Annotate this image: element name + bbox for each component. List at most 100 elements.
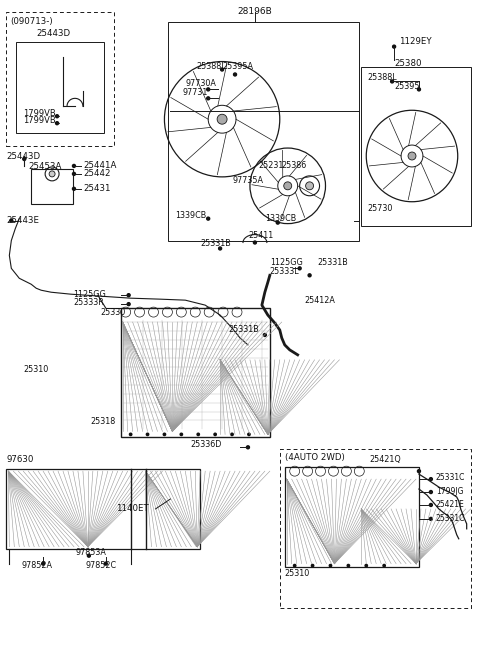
Text: 25330: 25330 bbox=[101, 308, 126, 317]
Circle shape bbox=[127, 302, 130, 306]
Circle shape bbox=[146, 433, 149, 436]
Circle shape bbox=[104, 562, 107, 565]
Circle shape bbox=[383, 564, 385, 567]
Text: 25453A: 25453A bbox=[28, 163, 61, 171]
Circle shape bbox=[234, 73, 237, 76]
Text: 97731: 97731 bbox=[182, 88, 208, 97]
Text: 28196B: 28196B bbox=[238, 7, 272, 16]
Circle shape bbox=[23, 157, 26, 161]
Text: 25443E: 25443E bbox=[6, 216, 39, 225]
Text: 25395A: 25395A bbox=[222, 62, 253, 71]
Circle shape bbox=[264, 333, 266, 337]
Text: 25431: 25431 bbox=[83, 184, 110, 194]
Circle shape bbox=[218, 247, 222, 250]
Circle shape bbox=[207, 88, 210, 91]
Text: 25333L: 25333L bbox=[270, 267, 300, 276]
Bar bbox=[6, 469, 200, 548]
Circle shape bbox=[312, 564, 314, 567]
Bar bbox=[31, 169, 73, 204]
Text: 1339CB: 1339CB bbox=[175, 211, 206, 220]
Bar bbox=[361, 66, 471, 226]
Circle shape bbox=[214, 433, 216, 436]
Text: 25441A: 25441A bbox=[83, 161, 116, 171]
Circle shape bbox=[180, 433, 182, 436]
Text: 25380: 25380 bbox=[394, 59, 421, 68]
Text: 25443D: 25443D bbox=[6, 152, 40, 161]
Text: 25331B: 25331B bbox=[228, 325, 259, 335]
Text: 25421Q: 25421Q bbox=[369, 455, 401, 464]
Circle shape bbox=[207, 217, 210, 220]
Text: 25388L: 25388L bbox=[196, 62, 226, 71]
Text: 25421E: 25421E bbox=[436, 501, 465, 510]
Circle shape bbox=[42, 562, 45, 565]
Circle shape bbox=[430, 478, 432, 481]
Text: 25310: 25310 bbox=[285, 569, 310, 578]
Text: 25331C: 25331C bbox=[436, 514, 465, 523]
Text: 25310: 25310 bbox=[23, 365, 48, 375]
Circle shape bbox=[365, 564, 368, 567]
Circle shape bbox=[284, 182, 292, 190]
Circle shape bbox=[56, 122, 59, 125]
Circle shape bbox=[391, 80, 394, 83]
Circle shape bbox=[418, 88, 420, 91]
Circle shape bbox=[347, 564, 349, 567]
Circle shape bbox=[408, 152, 416, 160]
Text: 25443D: 25443D bbox=[36, 30, 70, 38]
Text: 97853A: 97853A bbox=[76, 548, 107, 557]
Text: 25333R: 25333R bbox=[73, 298, 104, 306]
Circle shape bbox=[87, 554, 90, 557]
Bar bbox=[6, 12, 114, 146]
Circle shape bbox=[308, 274, 311, 277]
Text: 97852A: 97852A bbox=[21, 561, 52, 570]
Text: 25336D: 25336D bbox=[190, 440, 222, 449]
Text: 25388L: 25388L bbox=[367, 73, 397, 82]
Circle shape bbox=[329, 564, 332, 567]
Circle shape bbox=[207, 97, 210, 100]
Text: 97730A: 97730A bbox=[185, 79, 216, 88]
Bar bbox=[168, 22, 360, 241]
Circle shape bbox=[231, 433, 233, 436]
Text: 1125GG: 1125GG bbox=[73, 290, 106, 298]
Text: 97735A: 97735A bbox=[232, 176, 263, 186]
Text: (090713-): (090713-) bbox=[11, 17, 53, 26]
Text: 25411: 25411 bbox=[248, 231, 273, 240]
Circle shape bbox=[72, 165, 75, 167]
Circle shape bbox=[72, 188, 75, 190]
Text: 1799VB: 1799VB bbox=[23, 115, 56, 125]
Text: 25395: 25395 bbox=[394, 82, 420, 91]
Circle shape bbox=[56, 115, 59, 117]
Text: 1129EY: 1129EY bbox=[399, 37, 432, 46]
Text: 25331C: 25331C bbox=[436, 472, 465, 482]
Text: 1799JG: 1799JG bbox=[436, 487, 463, 495]
Circle shape bbox=[248, 433, 250, 436]
Circle shape bbox=[197, 433, 199, 436]
Circle shape bbox=[217, 114, 227, 124]
Circle shape bbox=[221, 68, 224, 71]
Circle shape bbox=[430, 491, 432, 493]
Text: 97852C: 97852C bbox=[86, 561, 117, 570]
Bar bbox=[16, 42, 104, 133]
Text: 1125GG: 1125GG bbox=[270, 258, 302, 267]
Text: 25331B: 25331B bbox=[200, 239, 231, 248]
Text: 25331B: 25331B bbox=[318, 258, 348, 267]
Circle shape bbox=[127, 294, 130, 297]
Circle shape bbox=[130, 433, 132, 436]
Circle shape bbox=[253, 241, 256, 244]
Bar bbox=[120, 308, 270, 438]
Circle shape bbox=[293, 564, 296, 567]
Circle shape bbox=[246, 446, 250, 449]
Circle shape bbox=[72, 173, 75, 175]
Text: 97630: 97630 bbox=[6, 455, 34, 464]
Text: 25412A: 25412A bbox=[305, 296, 336, 304]
Text: 25386: 25386 bbox=[282, 161, 307, 171]
Text: 1140ET: 1140ET bbox=[116, 504, 148, 514]
Circle shape bbox=[298, 267, 301, 270]
Text: 1799VB: 1799VB bbox=[23, 109, 56, 117]
Text: 25231: 25231 bbox=[258, 161, 283, 171]
Text: 1339CB: 1339CB bbox=[265, 214, 296, 223]
Text: (4AUTO 2WD): (4AUTO 2WD) bbox=[285, 453, 345, 462]
Circle shape bbox=[430, 503, 432, 506]
Circle shape bbox=[418, 470, 420, 473]
Text: 25442: 25442 bbox=[83, 169, 110, 178]
Text: 25318: 25318 bbox=[91, 417, 116, 426]
